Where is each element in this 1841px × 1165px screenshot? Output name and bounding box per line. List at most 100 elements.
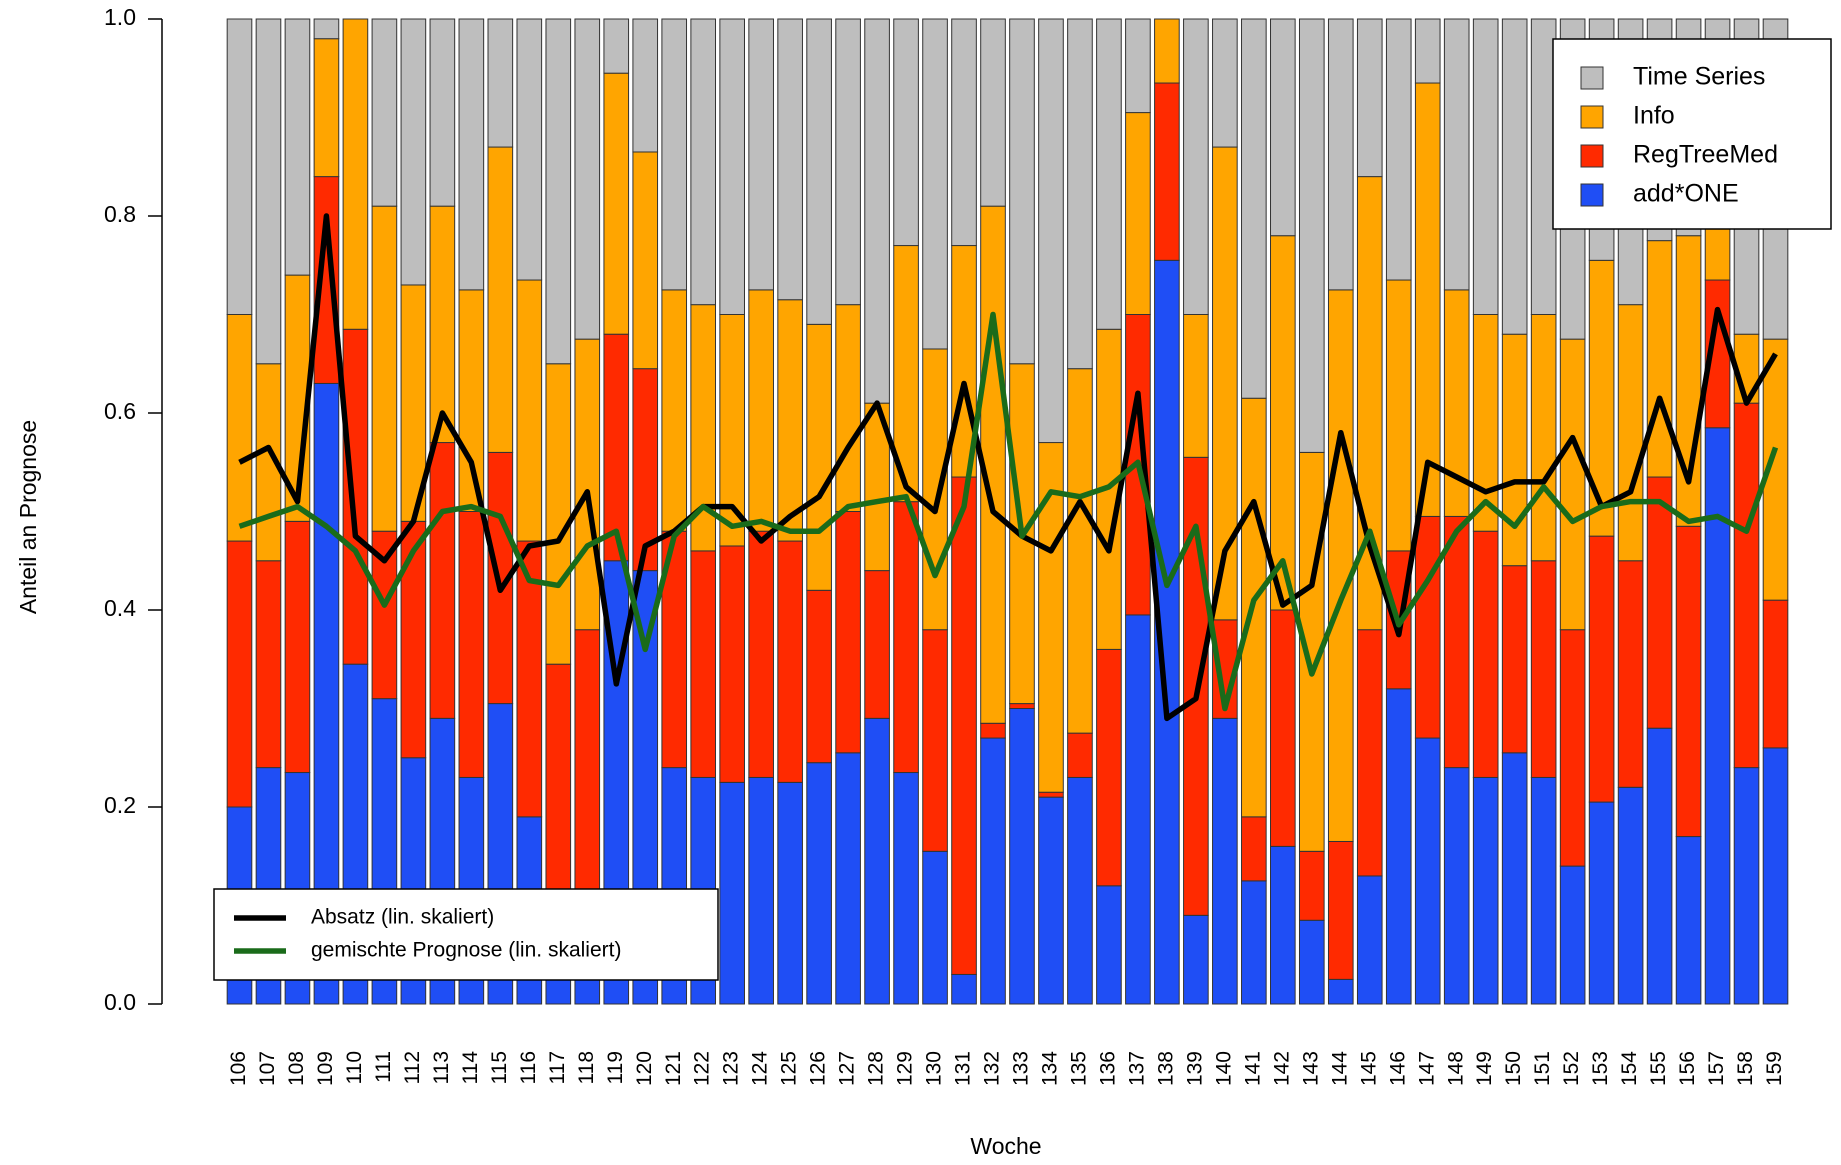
bar-segment bbox=[632, 151, 659, 370]
bar-segment bbox=[835, 304, 861, 512]
line-series bbox=[238, 213, 1778, 722]
bar-segment bbox=[1762, 747, 1789, 1005]
bar-segment bbox=[806, 589, 832, 764]
bar-segment bbox=[661, 530, 688, 769]
bar-segment bbox=[1125, 18, 1151, 114]
bar-segment bbox=[806, 18, 832, 325]
bar-segment bbox=[835, 18, 861, 306]
x-tick-label: 124 bbox=[749, 1051, 772, 1086]
bar-segment bbox=[922, 629, 948, 852]
bar-segment bbox=[1212, 717, 1238, 1005]
bar-segment bbox=[1038, 796, 1064, 1005]
x-tick-label: 135 bbox=[1068, 1051, 1091, 1086]
x-tick-label: 129 bbox=[894, 1051, 917, 1086]
bar-segment bbox=[1067, 18, 1093, 370]
bar-segment bbox=[1096, 648, 1122, 887]
bar-segment bbox=[226, 540, 253, 808]
bar-segment bbox=[1385, 279, 1412, 552]
bar-segment bbox=[1327, 978, 1354, 1005]
bar-segment bbox=[400, 18, 427, 286]
x-tick-label: 147 bbox=[1415, 1051, 1438, 1086]
x-tick-label: 140 bbox=[1212, 1051, 1235, 1086]
bar-segment bbox=[342, 18, 369, 330]
bar-segment bbox=[719, 18, 745, 315]
y-tick-label: 0.6 bbox=[104, 398, 136, 424]
bar-segment bbox=[545, 663, 572, 906]
bar-segment bbox=[1298, 919, 1325, 1005]
bar-segment bbox=[313, 38, 340, 178]
bar-segment bbox=[371, 18, 398, 207]
x-tick-label: 133 bbox=[1010, 1051, 1033, 1086]
bar-segment bbox=[603, 72, 630, 335]
x-tick-label: 157 bbox=[1705, 1051, 1728, 1086]
x-tick-label: 156 bbox=[1676, 1051, 1699, 1086]
x-tick-label: 115 bbox=[488, 1051, 511, 1084]
bar-segment bbox=[1298, 18, 1325, 453]
bar-segment bbox=[690, 18, 717, 306]
bar-segment bbox=[400, 520, 427, 759]
bar-segment bbox=[719, 545, 745, 783]
x-tick-label: 116 bbox=[517, 1051, 540, 1084]
bar-segment bbox=[980, 722, 1006, 739]
x-tick-label: 113 bbox=[430, 1051, 453, 1084]
bar-segment bbox=[1472, 18, 1499, 315]
bar-segment bbox=[429, 442, 456, 719]
bar-segment bbox=[1646, 240, 1673, 478]
bar-segment bbox=[1472, 776, 1499, 1005]
legend: Time Series Info RegTreeMed add*ONE bbox=[1552, 38, 1832, 230]
bar-segment bbox=[1385, 688, 1412, 1005]
x-tick-label: 144 bbox=[1328, 1051, 1351, 1086]
x-tick-label: 138 bbox=[1154, 1051, 1177, 1086]
legend-box bbox=[213, 888, 719, 981]
x-tick-label: 152 bbox=[1560, 1051, 1583, 1086]
bar-segment bbox=[893, 772, 919, 1005]
bar-segment bbox=[342, 328, 369, 665]
bar-segment bbox=[1559, 338, 1586, 631]
bar-segment bbox=[864, 18, 890, 404]
bar-segment bbox=[1762, 599, 1789, 749]
bar-segment bbox=[1270, 18, 1296, 237]
bar-segment bbox=[1270, 609, 1296, 847]
bar-segment bbox=[1733, 767, 1760, 1005]
bar-segment bbox=[545, 363, 572, 665]
x-tick-label: 158 bbox=[1734, 1051, 1757, 1086]
bar-segment bbox=[806, 762, 832, 1005]
bar-segment bbox=[487, 18, 514, 148]
bar-segment bbox=[516, 18, 543, 281]
bar-segment bbox=[1327, 289, 1354, 842]
x-tick-label: 141 bbox=[1241, 1051, 1264, 1086]
bar-segment bbox=[632, 18, 659, 153]
bar-segment bbox=[1327, 840, 1354, 980]
bar-segment bbox=[1154, 18, 1180, 84]
x-tick-label: 118 bbox=[575, 1051, 598, 1084]
bar-segment bbox=[951, 476, 977, 975]
bar-segment bbox=[516, 279, 543, 542]
bar-segment bbox=[1646, 476, 1673, 729]
bar-segment bbox=[1559, 629, 1586, 867]
x-tick-label: 130 bbox=[923, 1051, 946, 1086]
legend-label: Time Series bbox=[1633, 63, 1765, 91]
x-tick-label: 107 bbox=[256, 1051, 279, 1086]
bar-segment bbox=[806, 323, 832, 591]
legend-label: Info bbox=[1633, 102, 1675, 130]
x-tick-label: 145 bbox=[1357, 1051, 1380, 1086]
bar-segment bbox=[1414, 737, 1441, 1005]
bar-segment bbox=[1356, 875, 1383, 1005]
bar-segment bbox=[835, 511, 861, 754]
bar-segment bbox=[574, 338, 601, 631]
x-tick-label: 128 bbox=[865, 1051, 888, 1086]
x-tick-label: 142 bbox=[1270, 1051, 1293, 1086]
x-tick-label: 137 bbox=[1125, 1051, 1148, 1086]
bar-segment bbox=[1501, 333, 1528, 567]
bar-segment bbox=[458, 289, 485, 512]
x-tick-label: 110 bbox=[343, 1051, 366, 1084]
bar-segment bbox=[1183, 314, 1209, 458]
bar-segment bbox=[255, 18, 282, 365]
bar-segment bbox=[255, 560, 282, 769]
x-tick-label: 123 bbox=[720, 1051, 743, 1086]
bar-segment bbox=[1154, 82, 1180, 261]
bar-segment bbox=[1414, 515, 1441, 739]
bar-segment bbox=[1096, 18, 1122, 330]
bar-segment bbox=[1212, 18, 1238, 148]
bar-segment bbox=[1617, 786, 1644, 1005]
